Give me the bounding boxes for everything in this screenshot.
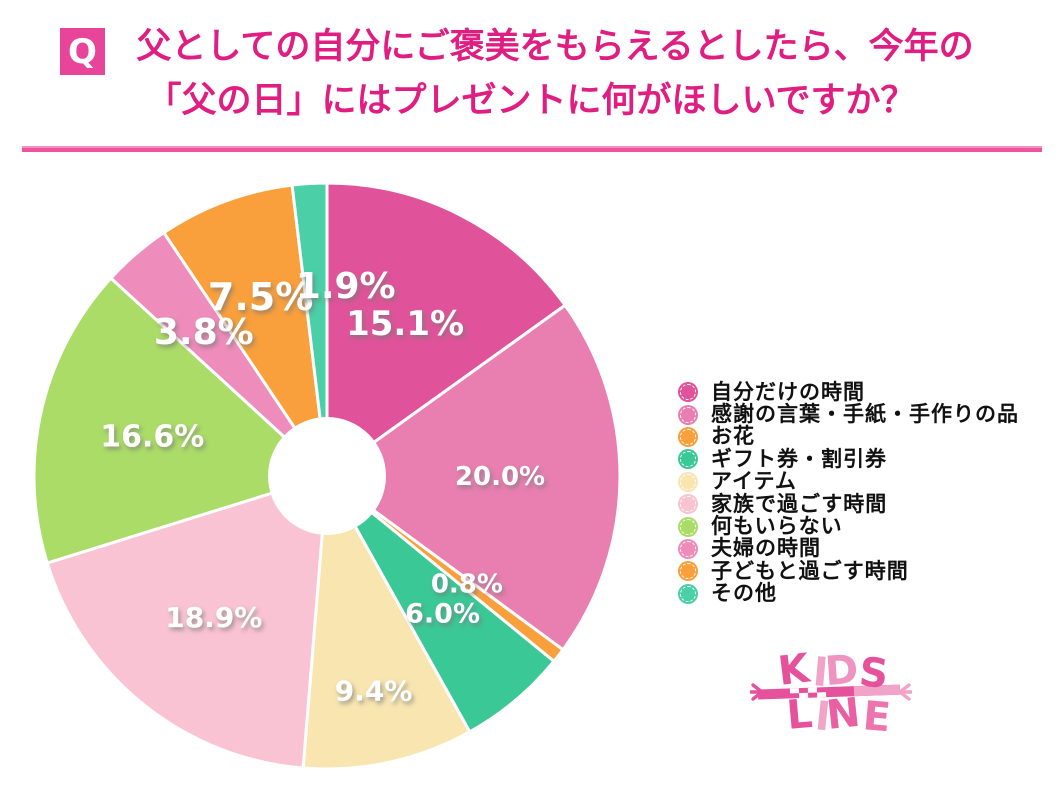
pie-slice-7 — [32, 276, 329, 565]
logo-letter: E — [861, 693, 892, 740]
logo-letter: I — [811, 649, 830, 696]
logo-letter: I — [813, 693, 833, 740]
legend-label: 家族で過ごす時間 — [711, 491, 888, 516]
logo-letter: S — [857, 649, 890, 698]
legend-label: その他 — [711, 581, 777, 606]
pie-label-1: 15.1% — [346, 304, 464, 344]
legend-label: お花 — [711, 424, 755, 449]
page-title: 父としての自分にご褒美をもらえるとしたら、今年の 「父の日」にはプレゼントに何が… — [0, 20, 1062, 128]
legend-item: 子どもと過ごす時間 — [678, 560, 1019, 582]
legend-item: 家族で過ごす時間 — [678, 493, 1019, 515]
legend-label: 子どもと過ごす時間 — [711, 558, 909, 583]
legend-marker-icon — [678, 583, 698, 604]
pie-chart: 15.1% 20.0% 0.8%6.0% 9.4% 18.9% 16.6% 3.8%7.5%… — [32, 181, 622, 771]
pie-label-6: 18.9% — [165, 601, 262, 634]
legend-label: 夫婦の時間 — [711, 536, 821, 561]
logo-letter: L — [785, 691, 814, 739]
pie-label-3: 0.8% — [431, 570, 503, 600]
logo-letter: D — [823, 647, 859, 695]
legend-marker-icon — [678, 471, 698, 492]
title-divider — [22, 146, 1042, 152]
legend-marker-icon — [678, 449, 698, 470]
legend-label: 自分だけの時間 — [711, 379, 865, 404]
legend-marker-icon — [678, 538, 698, 559]
legend-item: アイテム — [678, 471, 1019, 493]
legend-label: 感謝の言葉・手紙・手作りの品 — [711, 402, 1019, 427]
donut-hole — [268, 417, 386, 535]
pie-label-7: 16.6% — [100, 420, 204, 455]
pie-slice-10 — [290, 181, 329, 478]
pie-slice-6 — [45, 474, 329, 770]
logo-right-hand-icon — [898, 683, 912, 701]
pie-label-2: 20.0% — [455, 462, 545, 492]
legend-label: 何もいらない — [711, 514, 843, 539]
question-badge: Q — [60, 28, 105, 75]
logo-letter: N — [824, 690, 862, 739]
legend-item: その他 — [678, 583, 1019, 605]
legend-item: 自分だけの時間 — [678, 381, 1019, 403]
pie-label-8: 3.8% — [154, 312, 254, 353]
title-line-2: 「父の日」にはプレゼントに何がほしいですか？ — [146, 81, 916, 121]
pie-slice-9 — [162, 183, 329, 478]
legend-item: 感謝の言葉・手紙・手作りの品 — [678, 403, 1019, 425]
logo-letter: K — [776, 645, 814, 695]
pie-slice-5 — [301, 474, 472, 771]
legend-marker-icon — [678, 516, 698, 537]
legend-item: お花 — [678, 426, 1019, 448]
legend-label: ギフト券・割引券 — [711, 446, 887, 471]
legend: 自分だけの時間 感謝の言葉・手紙・手作りの品 お花 ギフト券・割引券 アイテム 家族で過ご… — [678, 381, 1019, 605]
pie-slice-2 — [325, 303, 622, 652]
logo-kids-row: K IDS — [776, 645, 891, 698]
pie-label-4: 6.0% — [405, 599, 480, 630]
pie-label-10: 1.9% — [296, 266, 396, 307]
legend-marker-icon — [678, 561, 698, 582]
legend-marker-icon — [678, 426, 698, 447]
legend-item: ギフト券・割引券 — [678, 448, 1019, 470]
legend-item: 何もいらない — [678, 515, 1019, 537]
legend-marker-icon — [678, 404, 698, 425]
pie-label-9: 7.5% — [208, 275, 313, 319]
legend-marker-icon — [678, 382, 698, 403]
legend-marker-icon — [678, 494, 698, 515]
pie-label-5: 9.4% — [335, 675, 413, 708]
legend-item: 夫婦の時間 — [678, 538, 1019, 560]
title-line-1: 父としての自分にご褒美をもらえるとしたら、今年の — [136, 27, 974, 67]
legend-label: アイテム — [711, 469, 797, 494]
logo-band — [757, 684, 901, 700]
pie-slice-1 — [325, 181, 567, 478]
